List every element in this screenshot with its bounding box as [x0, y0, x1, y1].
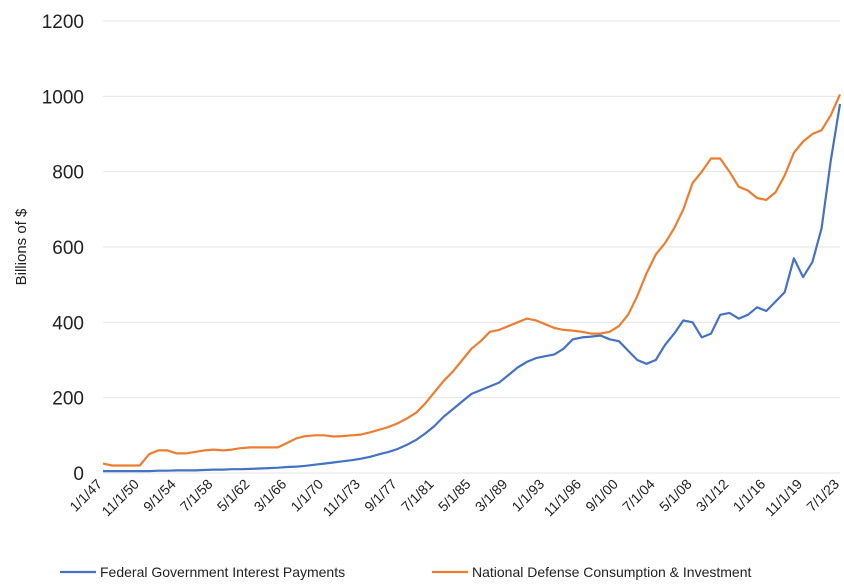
x-tick-label: 7/1/23 [803, 476, 842, 515]
y-tick-label: 800 [52, 163, 84, 184]
x-tick-label: 5/1/85 [435, 476, 474, 515]
x-tick-label: 7/1/58 [177, 476, 216, 515]
y-tick-label: 400 [52, 313, 84, 334]
legend-label: National Defense Consumption & Investmen… [472, 564, 751, 580]
data-line [103, 103, 842, 473]
legend-label: Federal Government Interest Payments [100, 564, 345, 580]
x-tick-label: 11/1/96 [541, 476, 585, 520]
y-tick-label: 1000 [42, 87, 84, 108]
x-tick-label: 9/1/54 [140, 476, 179, 515]
data-line [102, 93, 842, 467]
x-tick-label: 5/1/62 [214, 476, 253, 515]
x-tick-label: 9/1/00 [582, 476, 621, 515]
y-tick-label: 0 [73, 464, 84, 485]
x-tick-label: 3/1/66 [251, 476, 290, 515]
x-tick-label: 3/1/12 [693, 476, 732, 515]
x-tick-label: 7/1/04 [619, 476, 658, 515]
x-tick-label: 9/1/77 [361, 476, 400, 515]
y-tick-label: 1200 [42, 12, 84, 33]
y-axis-label: Billions of $ [13, 208, 30, 285]
y-tick-label: 200 [52, 389, 84, 410]
x-tick-label: 11/1/50 [98, 476, 142, 520]
x-tick-label: 3/1/89 [472, 476, 511, 515]
y-tick-label: 600 [52, 238, 84, 259]
x-tick-label: 11/1/19 [762, 476, 806, 520]
x-tick-label: 11/1/73 [319, 476, 363, 520]
x-tick-label: 7/1/81 [398, 476, 437, 515]
x-tick-label: 5/1/08 [656, 476, 695, 515]
